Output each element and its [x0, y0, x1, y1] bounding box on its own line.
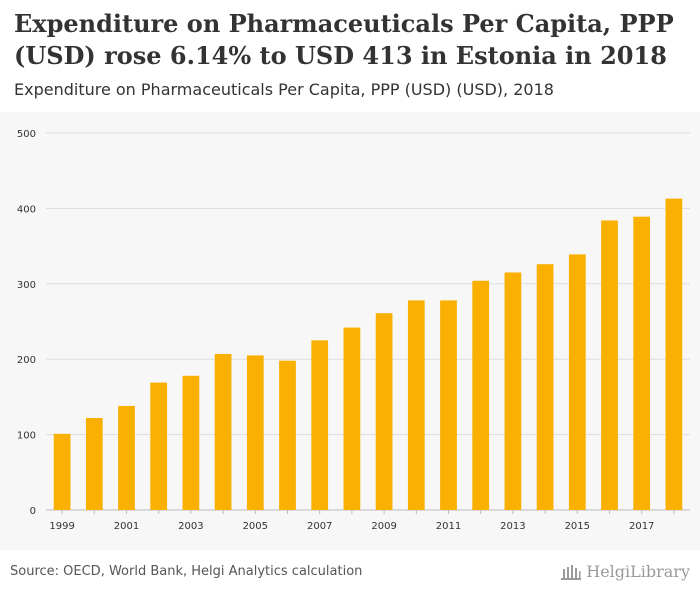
chart-title: Expenditure on Pharmaceuticals Per Capit… [14, 9, 674, 70]
bar [214, 353, 232, 510]
x-tick-label: 2011 [436, 521, 461, 532]
bar [375, 313, 393, 510]
chart-subtitle: Expenditure on Pharmaceuticals Per Capit… [14, 80, 554, 99]
bar [633, 216, 651, 510]
bar [601, 220, 618, 510]
chart-plot-area: 0 100 200 300 400 500 1999 2001 2003 2005 2007 2009… [0, 112, 700, 550]
helgi-library-logo: HelgiLibrary [560, 562, 690, 581]
bar [53, 433, 71, 510]
y-tick-label: 100 [17, 431, 36, 442]
bar [85, 418, 103, 510]
x-tick-label: 2009 [371, 521, 396, 532]
bar [246, 355, 264, 510]
bar [150, 382, 168, 510]
bar [504, 272, 522, 510]
bar [440, 300, 457, 510]
y-tick-label: 500 [17, 129, 36, 140]
bar [118, 405, 135, 510]
bar-chart: 0 100 200 300 400 500 1999 2001 2003 2005 2007 2009… [17, 129, 690, 532]
y-tick-label: 0 [30, 506, 36, 517]
bar [279, 360, 296, 510]
logo-text: HelgiLibrary [586, 562, 690, 581]
bar [182, 375, 200, 510]
x-tick-label: 2015 [565, 521, 590, 532]
x-tick-label: 2007 [307, 521, 332, 532]
bar [472, 280, 490, 510]
x-tick-label: 2005 [243, 521, 268, 532]
x-tick-label: 2013 [500, 521, 525, 532]
x-tick-label: 2001 [114, 521, 139, 532]
y-tick-label: 300 [17, 280, 36, 291]
y-tick-label: 200 [17, 355, 36, 366]
x-tick-label: 2003 [178, 521, 203, 532]
bar [311, 340, 329, 510]
source-note: Source: OECD, World Bank, Helgi Analytic… [10, 564, 363, 579]
bar [407, 300, 425, 510]
library-building-icon [561, 564, 582, 580]
bar [665, 198, 683, 510]
bar [343, 327, 361, 510]
y-tick-label: 400 [17, 204, 36, 215]
bar [536, 264, 554, 510]
x-tick-label: 2017 [629, 521, 654, 532]
x-tick-label: 1999 [49, 521, 74, 532]
bar [568, 254, 586, 510]
